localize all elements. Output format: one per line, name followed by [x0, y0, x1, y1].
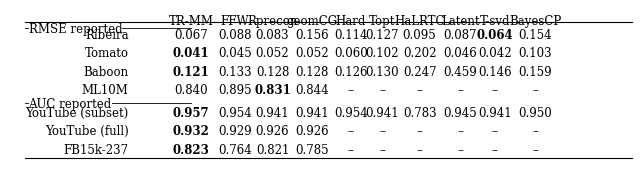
Text: 0.087: 0.087	[444, 29, 477, 42]
Text: 0.954: 0.954	[334, 107, 367, 120]
Text: –: –	[458, 144, 463, 157]
Text: Hard: Hard	[335, 15, 366, 28]
Text: 0.764: 0.764	[218, 144, 252, 157]
Text: 0.202: 0.202	[403, 47, 436, 60]
Text: –: –	[348, 144, 354, 157]
Text: 0.247: 0.247	[403, 66, 436, 79]
Text: FB15k-237: FB15k-237	[63, 144, 129, 157]
Text: –: –	[379, 125, 385, 138]
Text: 0.895: 0.895	[218, 84, 252, 97]
Text: 0.154: 0.154	[518, 29, 552, 42]
Text: 0.128: 0.128	[295, 66, 329, 79]
Text: TR-MM: TR-MM	[169, 15, 214, 28]
Text: Topt: Topt	[369, 15, 396, 28]
Text: –: –	[458, 84, 463, 97]
Text: –: –	[417, 84, 422, 97]
Text: 0.821: 0.821	[256, 144, 289, 157]
Text: 0.941: 0.941	[256, 107, 289, 120]
Text: BayesCP: BayesCP	[509, 15, 561, 28]
Text: 0.041: 0.041	[173, 47, 209, 60]
Text: –: –	[532, 125, 538, 138]
Text: 0.103: 0.103	[518, 47, 552, 60]
Text: 0.102: 0.102	[365, 47, 399, 60]
Text: 0.941: 0.941	[365, 107, 399, 120]
Text: 0.950: 0.950	[518, 107, 552, 120]
Text: HaLRTC: HaLRTC	[394, 15, 445, 28]
Text: –: –	[532, 144, 538, 157]
Text: YouTube (full): YouTube (full)	[45, 125, 129, 138]
Text: 0.046: 0.046	[444, 47, 477, 60]
Text: 0.459: 0.459	[444, 66, 477, 79]
Text: geomCG: geomCG	[287, 15, 337, 28]
Text: 0.954: 0.954	[218, 107, 252, 120]
Text: 0.052: 0.052	[256, 47, 289, 60]
Text: 0.941: 0.941	[478, 107, 511, 120]
Text: 0.945: 0.945	[444, 107, 477, 120]
Text: –: –	[492, 84, 498, 97]
Text: –: –	[417, 125, 422, 138]
Text: –: –	[379, 144, 385, 157]
Text: 0.133: 0.133	[218, 66, 252, 79]
Text: 0.064: 0.064	[476, 29, 513, 42]
Text: FFW: FFW	[221, 15, 250, 28]
Text: 0.957: 0.957	[173, 107, 209, 120]
Text: –: –	[348, 84, 354, 97]
Text: 0.052: 0.052	[295, 47, 329, 60]
Text: 0.083: 0.083	[256, 29, 289, 42]
Text: Baboon: Baboon	[83, 66, 129, 79]
Text: 0.926: 0.926	[295, 125, 329, 138]
Text: –: –	[492, 125, 498, 138]
Text: 0.128: 0.128	[256, 66, 289, 79]
Text: YouTube (subset): YouTube (subset)	[26, 107, 129, 120]
Text: 0.941: 0.941	[295, 107, 329, 120]
Text: –: –	[492, 144, 498, 157]
Text: –: –	[348, 125, 354, 138]
Text: ML10M: ML10M	[82, 84, 129, 97]
Text: 0.932: 0.932	[173, 125, 210, 138]
Text: 0.114: 0.114	[334, 29, 367, 42]
Text: 0.926: 0.926	[256, 125, 289, 138]
Text: Rprecon: Rprecon	[248, 15, 298, 28]
Text: 0.823: 0.823	[173, 144, 210, 157]
Text: –: –	[532, 84, 538, 97]
Text: –: –	[417, 144, 422, 157]
Text: 0.783: 0.783	[403, 107, 436, 120]
Text: Tomato: Tomato	[84, 47, 129, 60]
Text: AUC reported: AUC reported	[29, 98, 112, 111]
Text: 0.121: 0.121	[173, 66, 209, 79]
Text: RMSE reported: RMSE reported	[29, 23, 122, 36]
Text: 0.067: 0.067	[174, 29, 208, 42]
Text: 0.060: 0.060	[334, 47, 367, 60]
Text: 0.785: 0.785	[295, 144, 329, 157]
Text: Ribeira: Ribeira	[85, 29, 129, 42]
Text: 0.156: 0.156	[295, 29, 329, 42]
Text: 0.130: 0.130	[365, 66, 399, 79]
Text: 0.159: 0.159	[518, 66, 552, 79]
Text: 0.045: 0.045	[218, 47, 252, 60]
Text: T-svd: T-svd	[479, 15, 510, 28]
Text: 0.929: 0.929	[218, 125, 252, 138]
Text: 0.126: 0.126	[334, 66, 367, 79]
Text: 0.095: 0.095	[403, 29, 436, 42]
Text: 0.146: 0.146	[478, 66, 511, 79]
Text: 0.088: 0.088	[218, 29, 252, 42]
Text: 0.840: 0.840	[175, 84, 208, 97]
Text: 0.127: 0.127	[365, 29, 399, 42]
Text: 0.831: 0.831	[254, 84, 291, 97]
Text: –: –	[379, 84, 385, 97]
Text: Latent: Latent	[441, 15, 479, 28]
Text: 0.844: 0.844	[295, 84, 329, 97]
Text: –: –	[458, 125, 463, 138]
Text: 0.042: 0.042	[478, 47, 511, 60]
